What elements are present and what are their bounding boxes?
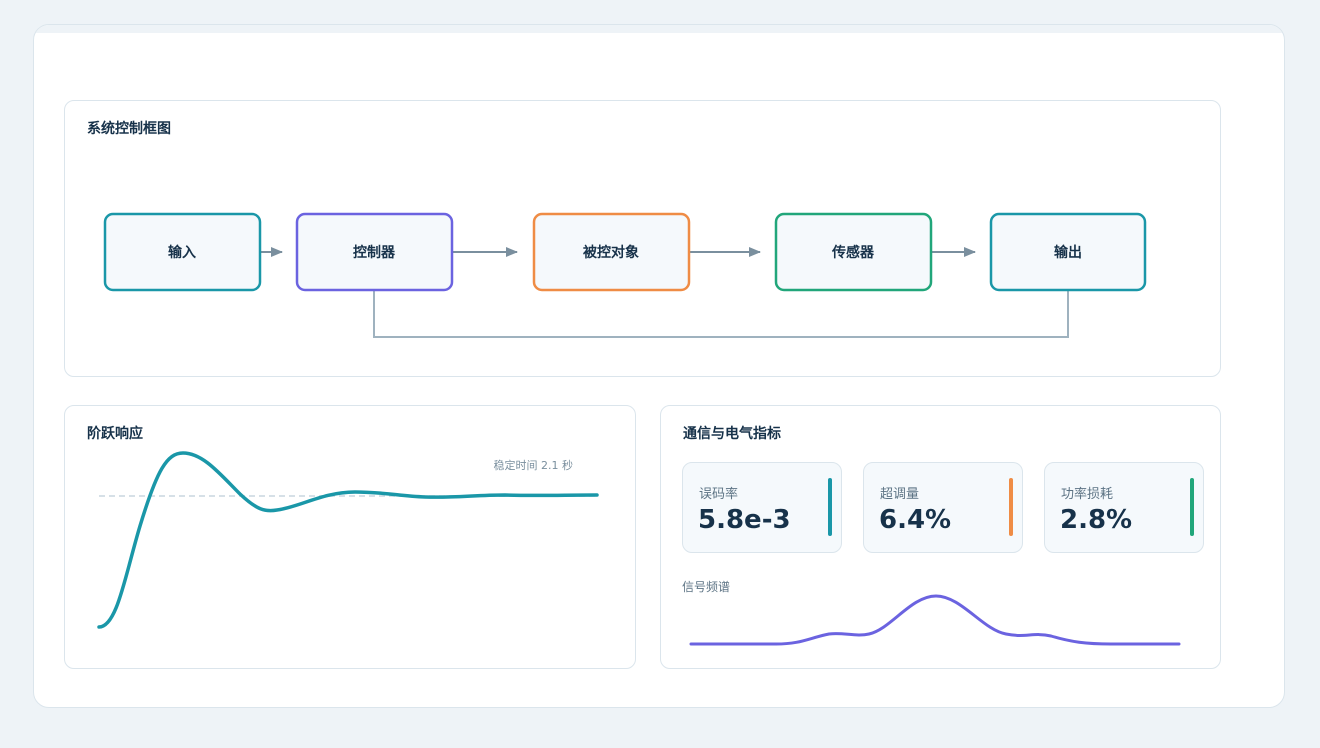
block-diagram-title: 系统控制框图 bbox=[87, 121, 171, 137]
kpi-accent-bar bbox=[1009, 478, 1013, 536]
kpi-card-power-loss: 功率损耗 2.8% bbox=[1044, 462, 1204, 553]
block-sensor[interactable]: 传感器 bbox=[774, 212, 933, 292]
block-sensor-label: 传感器 bbox=[831, 244, 875, 261]
block-input[interactable]: 输入 bbox=[103, 212, 262, 292]
settling-time-annotation: 稳定时间 2.1 秒 bbox=[494, 458, 574, 472]
kpi-value: 5.8e-3 bbox=[698, 505, 791, 535]
step-response-curve bbox=[97, 451, 599, 629]
kpi-accent-bar bbox=[828, 478, 832, 536]
kpi-label: 超调量 bbox=[880, 487, 920, 502]
block-diagram-svg: 输入 控制器 被控对象 传感器 输出 bbox=[103, 212, 1147, 338]
kpi-card-overshoot: 超调量 6.4% bbox=[863, 462, 1023, 553]
kpi-value: 6.4% bbox=[879, 505, 952, 535]
spectrum-label: 信号频谱 bbox=[682, 580, 731, 594]
block-diagram-panel: 系统控制框图 输入 控制器 被控对象 bbox=[64, 100, 1221, 377]
block-controller[interactable]: 控制器 bbox=[295, 212, 454, 292]
step-response-title: 阶跃响应 bbox=[87, 426, 143, 442]
frame-top-strip bbox=[34, 25, 1284, 33]
kpi-label: 误码率 bbox=[699, 487, 739, 502]
metrics-title: 通信与电气指标 bbox=[683, 426, 781, 442]
block-input-label: 输入 bbox=[168, 244, 196, 261]
block-controller-label: 控制器 bbox=[353, 244, 396, 261]
kpi-label: 功率损耗 bbox=[1061, 487, 1114, 502]
block-output[interactable]: 输出 bbox=[989, 212, 1147, 292]
step-response-panel: 阶跃响应 稳定时间 2.1 秒 bbox=[64, 405, 636, 669]
feedback-path bbox=[373, 279, 1069, 338]
block-plant[interactable]: 被控对象 bbox=[532, 212, 691, 292]
kpi-value: 2.8% bbox=[1060, 505, 1133, 535]
kpi-card-bit-error-rate: 误码率 5.8e-3 bbox=[682, 462, 842, 553]
step-response-svg: 稳定时间 2.1 秒 bbox=[97, 451, 599, 629]
block-output-label: 输出 bbox=[1054, 244, 1082, 261]
spectrum-curve bbox=[689, 594, 1181, 646]
kpi-accent-bar bbox=[1190, 478, 1194, 536]
metrics-panel: 通信与电气指标 误码率 5.8e-3 超调量 6.4% 功率损耗 2.8% 信号… bbox=[660, 405, 1221, 669]
block-plant-label: 被控对象 bbox=[583, 244, 639, 261]
